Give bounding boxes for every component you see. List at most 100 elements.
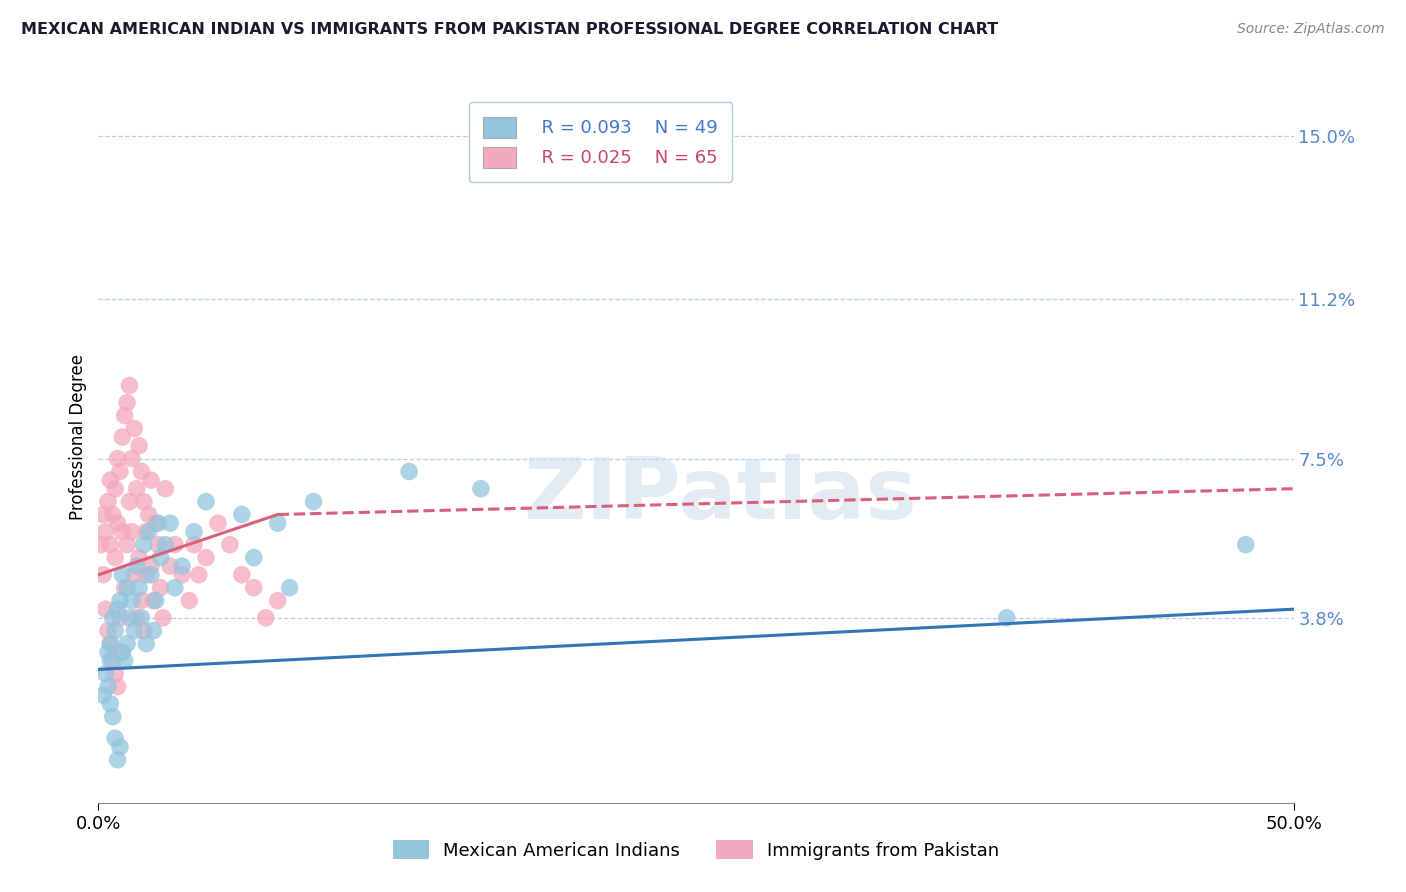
Point: [159, 516, 181, 530]
Point: [163, 538, 186, 552]
Point: [138, 524, 160, 539]
Point: [138, 508, 160, 522]
Point: [125, 482, 148, 496]
Point: [97, 494, 120, 508]
Point: [115, 538, 138, 552]
Point: [1234, 538, 1257, 552]
Point: [135, 637, 157, 651]
Point: [108, 465, 131, 479]
Point: [97, 680, 120, 694]
Point: [254, 611, 277, 625]
Point: [91, 567, 114, 582]
Point: [98, 654, 122, 668]
Point: [101, 654, 124, 668]
Point: [142, 624, 165, 638]
Point: [278, 581, 301, 595]
Point: [183, 524, 205, 539]
Point: [152, 611, 174, 625]
Point: [114, 654, 136, 668]
Point: [267, 593, 290, 607]
Point: [145, 516, 167, 530]
Point: [94, 602, 117, 616]
Point: [128, 581, 150, 595]
Point: [97, 645, 120, 659]
Point: [94, 666, 117, 681]
Point: [121, 524, 143, 539]
Point: [111, 645, 134, 659]
Point: [243, 550, 266, 565]
Text: ZIPatlas: ZIPatlas: [523, 454, 917, 537]
Point: [101, 611, 124, 625]
Point: [107, 680, 129, 694]
Point: [107, 753, 129, 767]
Point: [470, 482, 492, 496]
Point: [131, 465, 153, 479]
Point: [97, 624, 120, 638]
Point: [111, 524, 134, 539]
Point: [111, 430, 134, 444]
Point: [98, 637, 122, 651]
Point: [90, 538, 112, 552]
Point: [131, 611, 153, 625]
Point: [104, 550, 127, 565]
Point: [125, 559, 148, 574]
Point: [104, 731, 127, 746]
Point: [163, 581, 186, 595]
Point: [114, 409, 136, 423]
Point: [104, 482, 127, 496]
Point: [139, 473, 162, 487]
Point: [108, 593, 131, 607]
Point: [98, 473, 122, 487]
Point: [121, 593, 143, 607]
Point: [219, 538, 242, 552]
Point: [195, 550, 218, 565]
Point: [148, 538, 170, 552]
Point: [148, 516, 170, 530]
Text: Source: ZipAtlas.com: Source: ZipAtlas.com: [1237, 22, 1385, 37]
Point: [118, 378, 141, 392]
Point: [149, 550, 172, 565]
Point: [155, 538, 177, 552]
Point: [155, 482, 177, 496]
Point: [131, 593, 153, 607]
Point: [118, 611, 141, 625]
Point: [139, 567, 162, 582]
Point: [231, 508, 253, 522]
Point: [91, 508, 114, 522]
Point: [398, 465, 420, 479]
Point: [124, 421, 146, 435]
Point: [142, 593, 165, 607]
Point: [104, 624, 127, 638]
Point: [91, 688, 114, 702]
Point: [207, 516, 229, 530]
Point: [124, 567, 146, 582]
Point: [302, 494, 325, 508]
Point: [111, 645, 134, 659]
Point: [98, 637, 122, 651]
Point: [149, 581, 172, 595]
Point: [98, 538, 122, 552]
Point: [111, 567, 134, 582]
Point: [108, 739, 131, 754]
Point: [124, 624, 146, 638]
Point: [231, 567, 253, 582]
Point: [114, 581, 136, 595]
Point: [98, 697, 122, 711]
Point: [132, 494, 155, 508]
Point: [115, 581, 138, 595]
Point: [267, 516, 290, 530]
Point: [107, 451, 129, 466]
Point: [104, 666, 127, 681]
Point: [135, 524, 157, 539]
Point: [195, 494, 218, 508]
Point: [108, 611, 131, 625]
Point: [125, 611, 148, 625]
Point: [115, 637, 138, 651]
Point: [121, 451, 143, 466]
Point: [101, 508, 124, 522]
Point: [172, 567, 194, 582]
Point: [94, 524, 117, 539]
Point: [132, 538, 155, 552]
Point: [145, 593, 167, 607]
Point: [128, 439, 150, 453]
